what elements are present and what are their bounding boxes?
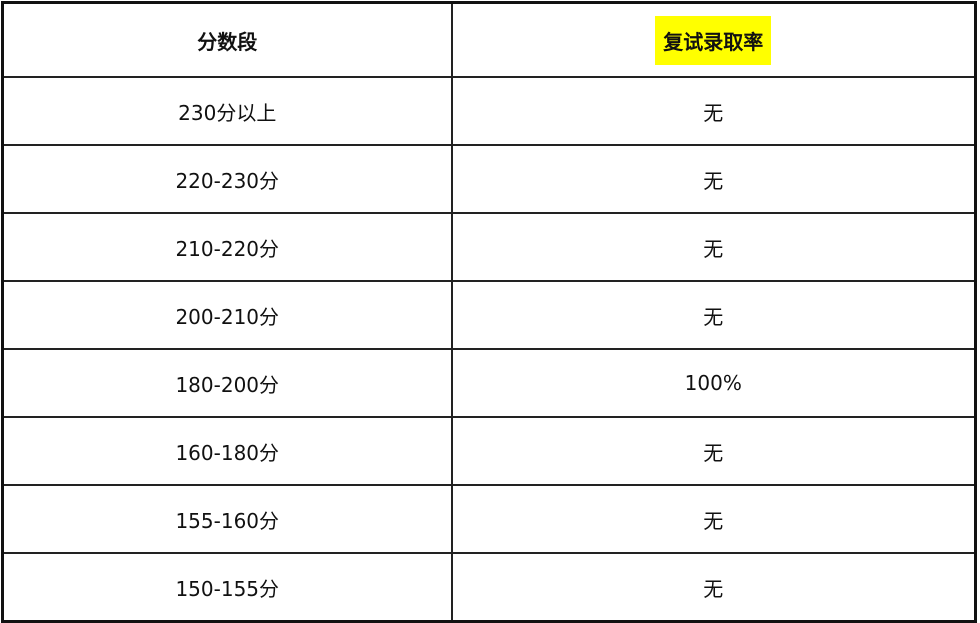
table-row: 230分以上无 [1, 76, 977, 146]
table-row: 210-220分无 [1, 212, 977, 282]
admission-rate-cell: 无 [450, 484, 977, 554]
admission-rate-cell: 无 [450, 552, 977, 623]
header-score-range: 分数段 [1, 1, 453, 78]
admission-rate-cell: 无 [450, 280, 977, 350]
table-row: 150-155分无 [1, 552, 977, 623]
table-row: 200-210分无 [1, 280, 977, 350]
score-range-cell: 180-200分 [1, 348, 453, 418]
header-row: 分数段 复试录取率 [1, 1, 977, 78]
score-range-cell: 160-180分 [1, 416, 453, 486]
score-range-cell: 150-155分 [1, 552, 453, 623]
table-row: 180-200分 100% [1, 348, 977, 418]
score-range-cell: 210-220分 [1, 212, 453, 282]
header-admission-rate: 复试录取率 [655, 15, 772, 65]
table-row: 155-160分无 [1, 484, 977, 554]
table-row: 220-230分无 [1, 144, 977, 214]
score-range-cell: 220-230分 [1, 144, 453, 214]
header-admission-rate-cell: 复试录取率 [450, 1, 977, 78]
admission-rate-cell: 无 [450, 76, 977, 146]
admission-rate-cell: 无 [450, 212, 977, 282]
admission-rate-cell: 无 [450, 144, 977, 214]
score-range-cell: 155-160分 [1, 484, 453, 554]
score-range-cell: 200-210分 [1, 280, 453, 350]
admission-rate-cell: 无 [450, 416, 977, 486]
admission-rate-cell: 100% [450, 348, 977, 418]
score-range-cell: 230分以上 [1, 76, 453, 146]
table-row: 160-180分无 [1, 416, 977, 486]
